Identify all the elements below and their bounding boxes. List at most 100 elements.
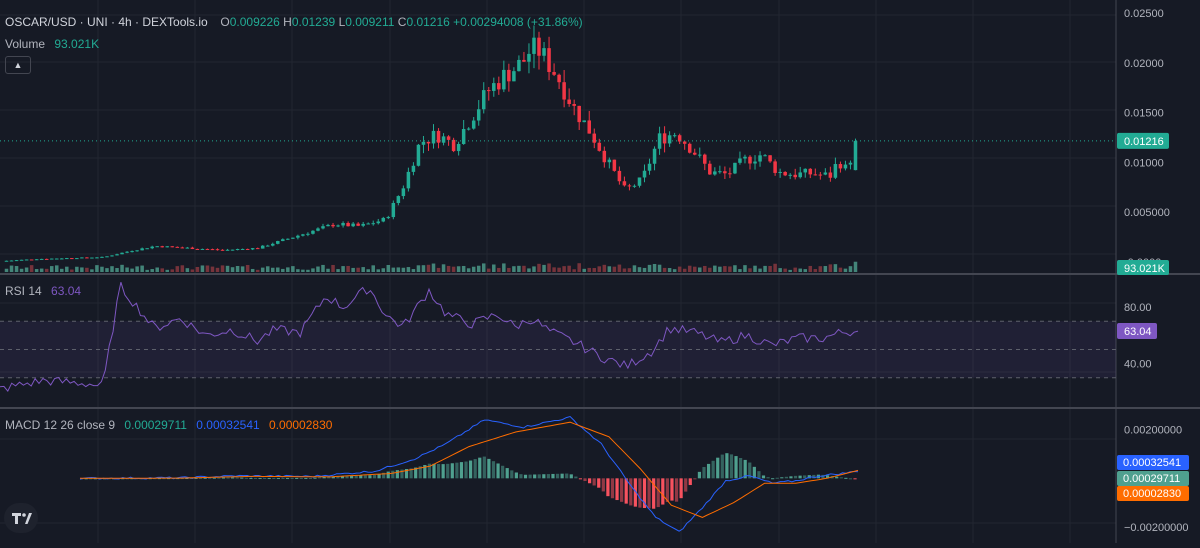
macd-histogram-bar <box>555 473 560 479</box>
volume-bar <box>250 268 255 272</box>
macd-legend[interactable]: MACD 12 26 close 9 0.00029711 0.00032541… <box>5 418 332 432</box>
macd-line-badge-label: 0.00029711 <box>1123 473 1180 485</box>
volume-bar <box>255 269 260 272</box>
volume-bar <box>788 269 792 272</box>
volume-bar <box>778 268 782 272</box>
volume-bar <box>667 268 672 272</box>
volume-bar <box>597 266 602 272</box>
volume-bar <box>677 266 682 272</box>
macd-histogram-bar <box>414 467 418 479</box>
candle-body <box>39 258 44 260</box>
volume-bar <box>230 267 235 272</box>
candle-body <box>607 159 612 163</box>
symbol-title[interactable]: OSCAR/USD · UNI · 4h · DEXTools.io <box>5 15 208 29</box>
macd-histogram-bar <box>523 474 528 479</box>
rsi-legend[interactable]: RSI 14 63.04 <box>5 284 81 298</box>
candle-body <box>140 248 144 251</box>
macd-histogram-bar <box>203 477 207 479</box>
macd-histogram-bar <box>789 476 793 479</box>
volume-legend[interactable]: Volume 93.021K <box>5 37 99 51</box>
volume-bar <box>682 268 687 272</box>
volume-bar <box>748 268 752 272</box>
volume-bar <box>411 269 416 272</box>
volume-bar <box>130 268 134 272</box>
candle-body <box>250 248 255 250</box>
volume-bar <box>190 269 195 272</box>
volume-bar <box>833 264 838 272</box>
last-price-badge-label: 0.01216 <box>1124 136 1164 148</box>
macd-histogram-bar <box>340 476 345 479</box>
tradingview-logo-icon[interactable] <box>4 503 38 533</box>
candle-body <box>401 188 406 197</box>
volume-bar <box>637 267 642 272</box>
candle-body <box>160 246 164 248</box>
candle-body <box>823 172 828 175</box>
price-pane <box>0 25 1116 272</box>
candle-body <box>587 120 591 134</box>
candle-body <box>135 250 139 252</box>
macd-histogram-bar <box>679 478 683 499</box>
candle-body <box>296 235 300 238</box>
candle-body <box>602 150 607 163</box>
candle-body <box>416 144 421 166</box>
macd-histogram-bar <box>299 477 303 479</box>
macd-histogram-bar <box>469 460 473 479</box>
collapse-legend-button[interactable]: ▲ <box>5 56 31 74</box>
candle-body <box>301 234 305 236</box>
volume-bar <box>446 265 451 272</box>
volume-bar <box>818 266 823 272</box>
candle-body <box>371 223 375 225</box>
volume-bar <box>170 269 175 272</box>
volume-bar <box>145 269 149 272</box>
volume-bar <box>135 266 139 272</box>
volume-bar <box>80 267 84 272</box>
macd-histogram-bar <box>542 474 546 479</box>
macd-histogram-bar <box>771 478 775 480</box>
candle-body <box>346 222 350 227</box>
macd-histogram-bar <box>761 475 766 479</box>
volume-bar <box>100 266 104 272</box>
macd-histogram-bar <box>441 464 445 479</box>
candle-body <box>14 260 19 262</box>
candle-body <box>386 217 391 219</box>
volume-bar <box>466 268 471 272</box>
candle-body <box>9 260 14 262</box>
candle-body <box>376 221 381 224</box>
macd-histogram-bar <box>482 456 486 479</box>
macd-histogram-bar <box>285 477 290 479</box>
candle-body <box>426 141 431 144</box>
volume-bar <box>632 265 637 272</box>
candle-body <box>49 258 54 260</box>
macd-histogram-bar <box>574 476 578 479</box>
macd-histogram-bar <box>258 477 262 479</box>
volume-bar <box>537 263 541 272</box>
macd-histogram-bar <box>642 478 647 509</box>
candle-body <box>657 133 662 149</box>
candle-body <box>165 246 170 248</box>
volume-bar <box>502 263 506 272</box>
candle-body <box>276 241 280 244</box>
candle-body <box>537 37 541 56</box>
macd-histogram-bar <box>446 463 450 479</box>
close-key: C <box>397 15 407 29</box>
macd-histogram-bar <box>281 477 285 479</box>
volume-bar <box>361 267 365 272</box>
candle-body <box>230 249 235 251</box>
candle-body <box>567 99 571 105</box>
volume-bar <box>612 266 617 272</box>
macd-histogram-bar <box>368 475 372 479</box>
rsi-pane <box>0 282 1116 393</box>
volume-bar <box>542 264 546 272</box>
candle-body <box>235 249 240 251</box>
candle-body <box>170 246 175 248</box>
volume-bar <box>572 269 576 272</box>
macd-histogram-bar <box>578 478 583 480</box>
volume-bar <box>582 268 586 272</box>
candle-body <box>286 238 290 240</box>
macd-histogram-bar <box>166 478 171 480</box>
volume-bar <box>391 267 396 272</box>
candle-body <box>637 177 642 186</box>
candle-body <box>145 248 149 250</box>
